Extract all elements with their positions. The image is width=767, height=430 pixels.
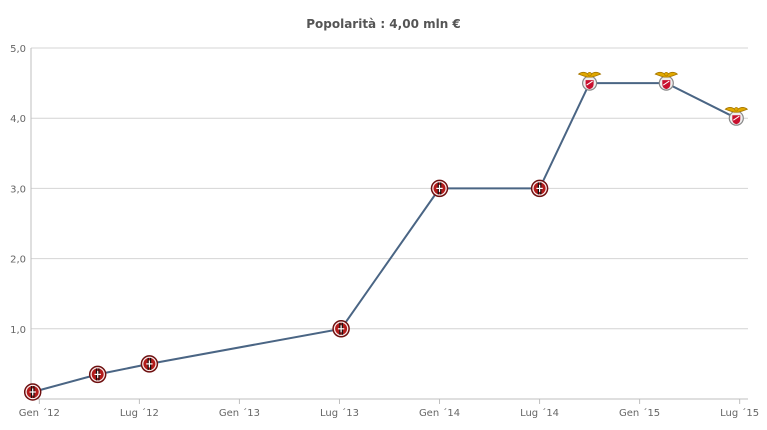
data-point-milan-badge[interactable] — [530, 179, 549, 198]
data-point-milan-badge[interactable] — [332, 320, 350, 338]
data-point-milan-badge[interactable] — [88, 365, 107, 384]
data-point-markers — [23, 71, 749, 401]
y-tick-label: 1,0 — [10, 325, 26, 336]
x-tick-label: Lug ´13 — [320, 407, 359, 419]
data-point-benfica-badge[interactable] — [577, 71, 602, 91]
series-line — [32, 82, 737, 393]
data-point-benfica-badge[interactable] — [654, 71, 679, 91]
data-point-milan-badge[interactable] — [430, 179, 449, 198]
x-tick-label: Gen ´15 — [619, 407, 660, 419]
y-tick-label: 2,0 — [10, 255, 26, 266]
data-point-milan-badge[interactable] — [140, 355, 159, 373]
data-point-benfica-badge[interactable] — [724, 107, 749, 126]
x-tick-labels: Gen ´12 Lug ´12 Gen ´13 Lug ´13 Gen ´14 Lug ´… — [19, 399, 759, 419]
x-tick-label: Lug ´15 — [720, 407, 759, 419]
y-tick-label: 4,0 — [10, 114, 26, 125]
x-tick-label: Gen ´14 — [419, 407, 460, 419]
y-tick-label: 3,0 — [10, 184, 26, 195]
chart-title: Popolarità : 4,00 mln € — [306, 17, 461, 31]
x-tick-label: Lug ´12 — [120, 407, 159, 419]
series — [32, 82, 737, 393]
x-tick-label: Gen ´13 — [219, 407, 260, 419]
x-tick-label: Gen ´12 — [19, 407, 60, 419]
x-tick-label: Lug ´14 — [520, 407, 559, 419]
y-tick-label: 5,0 — [10, 44, 26, 55]
y-tick-labels: 1,0 2,0 3,0 4,0 5,0 — [10, 44, 26, 336]
gridlines — [31, 47, 748, 330]
data-point-milan-badge[interactable] — [23, 383, 42, 401]
axes — [30, 48, 748, 400]
